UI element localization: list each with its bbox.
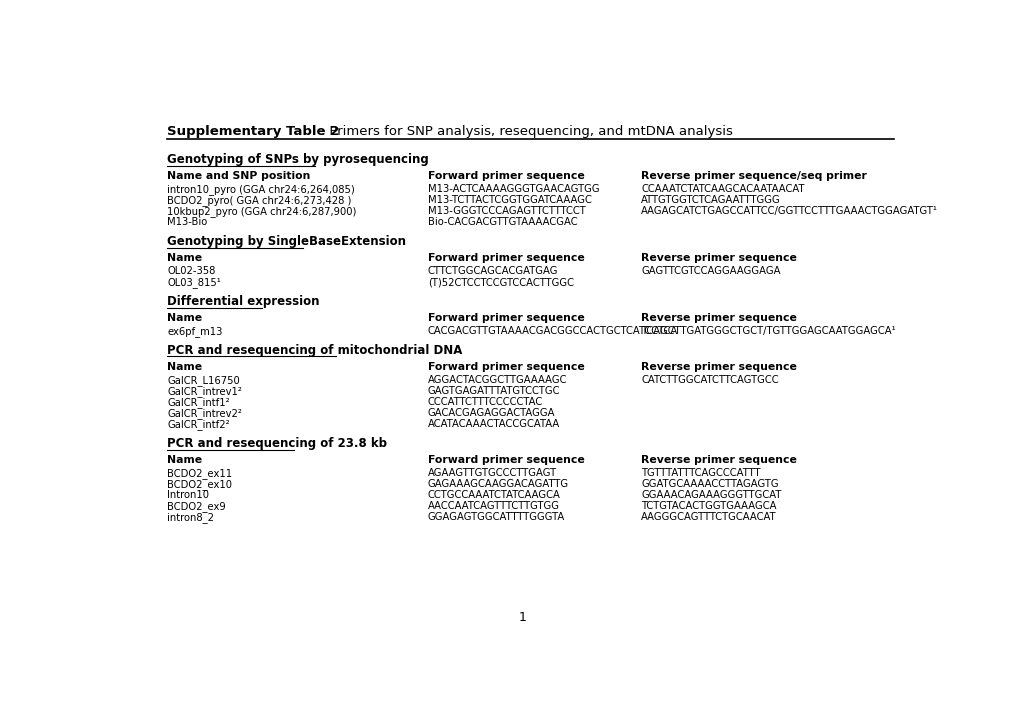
Text: 1: 1 [519,611,526,624]
Text: ATTGTGGTCTCAGAATTTGGG: ATTGTGGTCTCAGAATTTGGG [641,195,781,205]
Text: OL03_815¹: OL03_815¹ [167,277,220,288]
Text: intron8_2: intron8_2 [167,512,214,523]
Text: AACCAATCAGTTTCTTGTGG: AACCAATCAGTTTCTTGTGG [428,501,559,511]
Text: BCDO2_ex9: BCDO2_ex9 [167,501,225,512]
Text: ACATACAAACTACCGCATAA: ACATACAAACTACCGCATAA [428,419,559,429]
Text: Reverse primer sequence: Reverse primer sequence [641,362,797,372]
Text: GAGAAAGCAAGGACAGATTG: GAGAAAGCAAGGACAGATTG [428,479,569,489]
Text: PCR and resequencing of 23.8 kb: PCR and resequencing of 23.8 kb [167,437,386,450]
Text: TCAGCTTGATGGGCTGCT/TGTTGGAGCAATGGAGCA¹: TCAGCTTGATGGGCTGCT/TGTTGGAGCAATGGAGCA¹ [641,326,895,336]
Text: Genotyping by SingleBaseExtension: Genotyping by SingleBaseExtension [167,235,406,248]
Text: Reverse primer sequence: Reverse primer sequence [641,455,797,465]
Text: AGAAGTTGTGCCCTTGAGT: AGAAGTTGTGCCCTTGAGT [428,468,556,478]
Text: Forward primer sequence: Forward primer sequence [428,362,584,372]
Text: CACGACGTTGTAAAACGACGGCCACTGCTCATCCTCA: CACGACGTTGTAAAACGACGGCCACTGCTCATCCTCA [428,326,678,336]
Text: Reverse primer sequence/seq primer: Reverse primer sequence/seq primer [641,171,866,181]
Text: BCDO2_ex11: BCDO2_ex11 [167,468,232,479]
Text: Intron10: Intron10 [167,490,209,500]
Text: Reverse primer sequence: Reverse primer sequence [641,313,797,323]
Text: BCDO2_pyro( GGA chr24:6,273,428 ): BCDO2_pyro( GGA chr24:6,273,428 ) [167,195,352,206]
Text: GAGTGAGATTTATGTCCTGC: GAGTGAGATTTATGTCCTGC [428,386,559,396]
Text: M13-Bio: M13-Bio [167,217,207,228]
Text: CTTCTGGCAGCACGATGAG: CTTCTGGCAGCACGATGAG [428,266,557,276]
Text: GalCR_intrev2²: GalCR_intrev2² [167,408,242,419]
Text: ex6pf_m13: ex6pf_m13 [167,326,222,337]
Text: CATCTTGGCATCTTCAGTGCC: CATCTTGGCATCTTCAGTGCC [641,374,779,384]
Text: Reverse primer sequence: Reverse primer sequence [641,253,797,264]
Text: CCCATTCTTTCCCCCTAC: CCCATTCTTTCCCCCTAC [428,397,542,407]
Text: GalCR_intrev1²: GalCR_intrev1² [167,386,242,397]
Text: Bio-CACGACGTTGTAAAACGAC: Bio-CACGACGTTGTAAAACGAC [428,217,577,228]
Text: (T)52CTCCTCCGTCCACTTGGC: (T)52CTCCTCCGTCCACTTGGC [428,277,574,287]
Text: GGATGCAAAACCTTAGAGTG: GGATGCAAAACCTTAGAGTG [641,479,779,489]
Text: M13-ACTCAAAAGGGTGAACAGTGG: M13-ACTCAAAAGGGTGAACAGTGG [428,184,599,194]
Text: Supplementary Table 2: Supplementary Table 2 [167,125,339,138]
Text: Differential expression: Differential expression [167,295,319,308]
Text: Name: Name [167,362,202,372]
Text: GGAAACAGAAAGGGTTGCAT: GGAAACAGAAAGGGTTGCAT [641,490,781,500]
Text: Forward primer sequence: Forward primer sequence [428,171,584,181]
Text: intron10_pyro (GGA chr24:6,264,085): intron10_pyro (GGA chr24:6,264,085) [167,184,355,195]
Text: TCTGTACACTGGTGAAAGCA: TCTGTACACTGGTGAAAGCA [641,501,776,511]
Text: AAGGGCAGTTTCTGCAACAT: AAGGGCAGTTTCTGCAACAT [641,512,776,522]
Text: CCAAATCTATCAAGCACAATAACAT: CCAAATCTATCAAGCACAATAACAT [641,184,804,194]
Text: GACACGAGAGGACTAGGA: GACACGAGAGGACTAGGA [428,408,555,418]
Text: GalCR_L16750: GalCR_L16750 [167,374,239,386]
Text: M13-GGGTCCCAGAGTTCTTTCCT: M13-GGGTCCCAGAGTTCTTTCCT [428,206,585,216]
Text: AGGACTACGGCTTGAAAAGC: AGGACTACGGCTTGAAAAGC [428,374,567,384]
Text: PCR and resequencing of mitochondrial DNA: PCR and resequencing of mitochondrial DN… [167,343,462,356]
Text: GGAGAGTGGCATTTTGGGTA: GGAGAGTGGCATTTTGGGTA [428,512,565,522]
Text: Forward primer sequence: Forward primer sequence [428,313,584,323]
Text: M13-TCTTACTCGGTGGATCAAAGC: M13-TCTTACTCGGTGGATCAAAGC [428,195,591,205]
Text: Name: Name [167,455,202,465]
Text: OL02-358: OL02-358 [167,266,215,276]
Text: GalCR_intf2²: GalCR_intf2² [167,419,229,430]
Text: 10kbup2_pyro (GGA chr24:6,287,900): 10kbup2_pyro (GGA chr24:6,287,900) [167,206,356,217]
Text: GAGTTCGTCCAGGAAGGAGA: GAGTTCGTCCAGGAAGGAGA [641,266,781,276]
Text: Name and SNP position: Name and SNP position [167,171,310,181]
Text: Name: Name [167,253,202,264]
Text: Forward primer sequence: Forward primer sequence [428,455,584,465]
Text: GalCR_intf1²: GalCR_intf1² [167,397,229,408]
Text: . Primers for SNP analysis, resequencing, and mtDNA analysis: . Primers for SNP analysis, resequencing… [321,125,733,138]
Text: CCTGCCAAATCTATCAAGCA: CCTGCCAAATCTATCAAGCA [428,490,560,500]
Text: TGTTTATTTCAGCCCATTT: TGTTTATTTCAGCCCATTT [641,468,760,478]
Text: BCDO2_ex10: BCDO2_ex10 [167,479,231,490]
Text: Name: Name [167,313,202,323]
Text: Genotyping of SNPs by pyrosequencing: Genotyping of SNPs by pyrosequencing [167,153,428,166]
Text: AAGAGCATCTGAGCCATTCC/GGTTCCTTTGAAACTGGAGATGT¹: AAGAGCATCTGAGCCATTCC/GGTTCCTTTGAAACTGGAG… [641,206,937,216]
Text: Forward primer sequence: Forward primer sequence [428,253,584,264]
